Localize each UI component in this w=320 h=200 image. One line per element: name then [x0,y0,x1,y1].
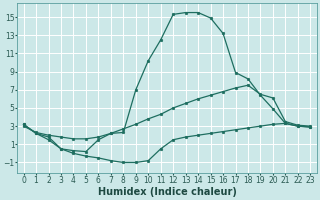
X-axis label: Humidex (Indice chaleur): Humidex (Indice chaleur) [98,187,236,197]
